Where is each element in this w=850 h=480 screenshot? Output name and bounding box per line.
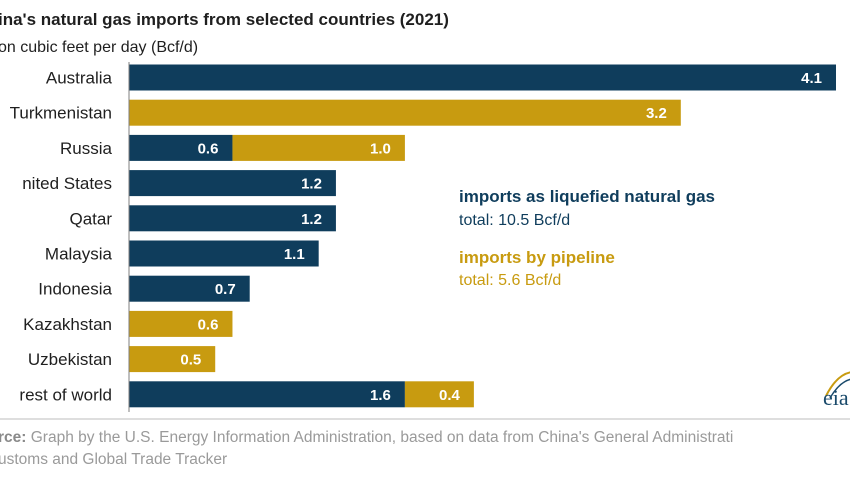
value-label: 0.6	[198, 316, 219, 333]
source-label: rce:	[0, 429, 26, 446]
bars-layer	[129, 64, 836, 408]
bar-lng	[129, 240, 319, 267]
category-label: rest of world	[19, 385, 112, 404]
bar-lng	[129, 381, 405, 408]
value-label: 1.0	[370, 140, 391, 157]
bar-pipeline	[129, 346, 216, 373]
value-label: 0.7	[215, 281, 236, 298]
category-label: Australia	[46, 69, 113, 88]
eia-logo-arc-2	[829, 378, 850, 399]
labels-layer: Australia 4.1 Turkmenistan 3.2 Russia 0.6 1.0 n…	[10, 69, 822, 405]
bar-lng	[129, 170, 336, 197]
value-label: 1.2	[301, 211, 322, 228]
category-label: Malaysia	[45, 245, 113, 264]
value-label: 0.5	[180, 352, 201, 369]
legend-pipeline-name: imports by pipeline	[459, 248, 615, 267]
category-label: Turkmenistan	[10, 104, 112, 123]
category-label: Uzbekistan	[28, 350, 112, 369]
value-label: 1.1	[284, 246, 305, 263]
legend: imports as liquefied natural gas total: …	[459, 187, 715, 289]
category-label: Kazakhstan	[23, 315, 112, 334]
category-label: Indonesia	[38, 280, 112, 299]
category-label: nited States	[22, 174, 112, 193]
bar-lng	[129, 64, 836, 91]
legend-pipeline-total: total: 5.6 Bcf/d	[459, 272, 561, 289]
value-label: 1.2	[301, 176, 322, 193]
eia-logo-text: eia	[823, 385, 849, 410]
bar-pipeline	[404, 381, 474, 408]
source-line-1: rce: Graph by the U.S. Energy Informatio…	[0, 429, 733, 446]
bar-pipeline	[129, 310, 233, 337]
bar-pipeline	[129, 99, 681, 126]
bar-lng	[129, 205, 336, 232]
source-line-2: ustoms and Global Trade Tracker	[0, 451, 227, 468]
source-text-1: Graph by the U.S. Energy Information Adm…	[26, 429, 733, 446]
legend-lng-total: total: 10.5 Bcf/d	[459, 212, 570, 229]
category-label: Qatar	[69, 209, 112, 228]
chart-subtitle: on cubic feet per day (Bcf/d)	[0, 39, 198, 56]
bar-lng	[129, 275, 250, 302]
legend-lng-name: imports as liquefied natural gas	[459, 187, 715, 206]
value-label: 1.6	[370, 387, 391, 404]
value-label: 3.2	[646, 105, 667, 122]
value-label: 0.4	[439, 387, 461, 404]
value-label: 4.1	[801, 70, 822, 87]
eia-logo: eia	[823, 371, 850, 410]
bar-lng	[129, 134, 233, 161]
value-label: 0.6	[198, 140, 219, 157]
chart-title: ina's natural gas imports from selected …	[0, 10, 449, 29]
bar-pipeline	[232, 134, 405, 161]
category-label: Russia	[60, 139, 113, 158]
